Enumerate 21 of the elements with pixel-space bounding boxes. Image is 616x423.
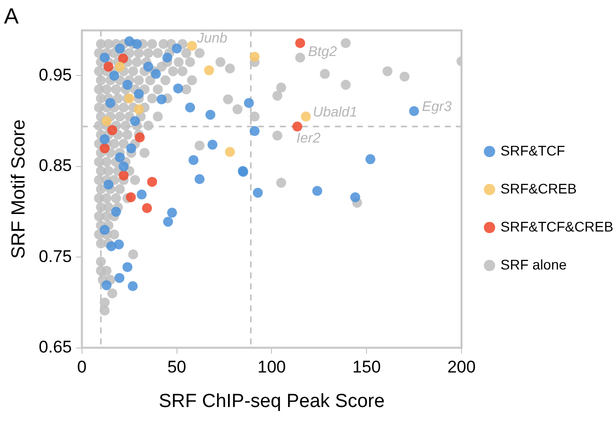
annotation: Egr3 [422, 98, 452, 114]
x-tick-label: 50 [167, 358, 186, 377]
y-tick-label: 0.85 [38, 156, 72, 176]
x-axis-title: SRF ChIP-seq Peak Score [158, 390, 385, 412]
annotation: Btg2 [308, 42, 338, 59]
annotation: Ubald1 [312, 103, 358, 120]
legend-label: SRF&TCF&CREB [500, 218, 614, 234]
annotation: Junb [196, 30, 228, 46]
y-tick-label: 0.65 [38, 337, 72, 356]
x-tick-label: 0 [77, 358, 87, 377]
y-tick-label: 0.95 [38, 65, 72, 84]
x-tick-label: 100 [258, 358, 286, 377]
y-axis-title: SRF Motif Score [8, 119, 30, 259]
legend-label: SRF&TCF [500, 142, 566, 158]
y-tick-label: 0.75 [38, 246, 72, 266]
legend-label: SRF alone [500, 256, 567, 272]
legend-label: SRF&CREB [500, 180, 577, 196]
chart-title: A [4, 3, 19, 28]
annotation: Ier2 [296, 129, 321, 146]
x-tick-label: 150 [352, 358, 381, 377]
x-tick-label: 200 [447, 358, 476, 377]
